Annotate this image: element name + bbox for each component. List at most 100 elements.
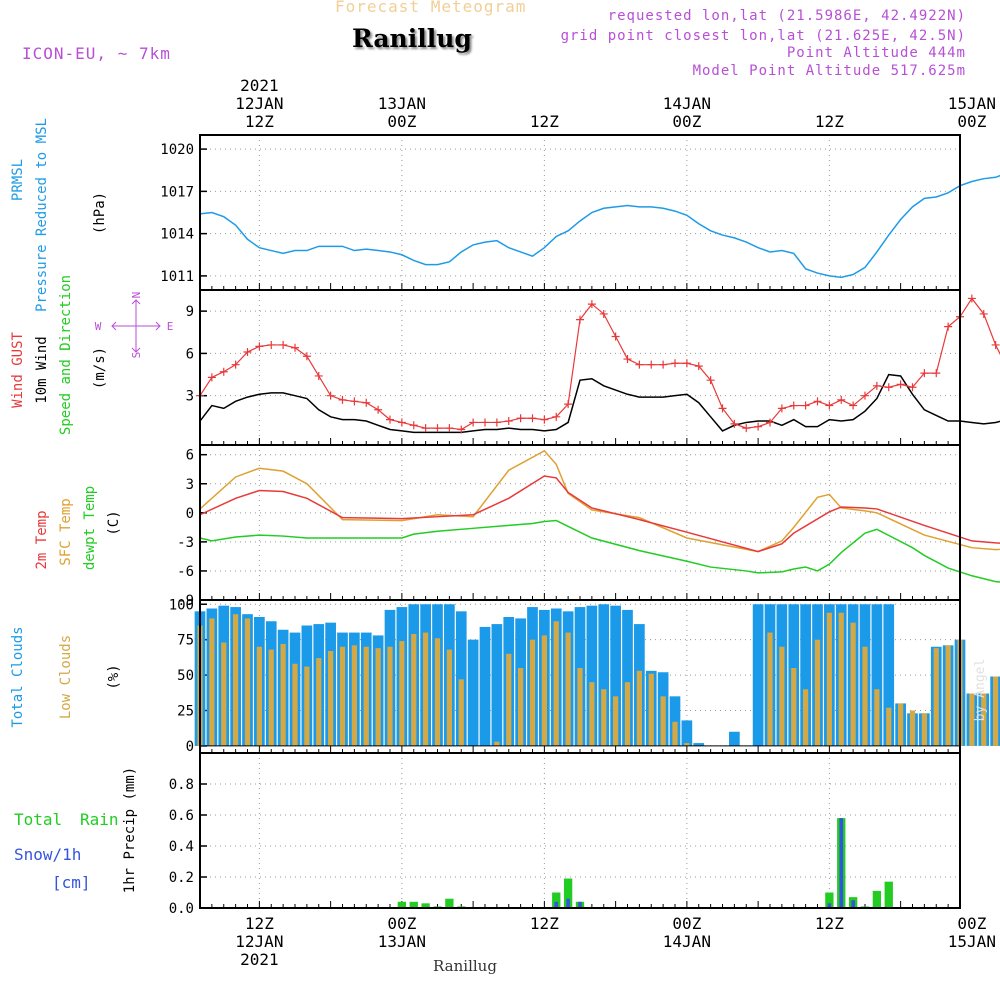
low-cloud-bar [589, 682, 595, 746]
low-cloud-bar [648, 673, 654, 746]
precip-panel-frame [199, 752, 961, 909]
top-time-label: 12Z [530, 112, 559, 131]
wind-gust-marker [837, 395, 846, 404]
wind-unit-label: (m/s) [92, 347, 108, 389]
wind-gust-marker [243, 348, 252, 356]
precip-label: 1hr Precip (mm) [122, 767, 138, 893]
temperature-ytick-label: -3 [177, 535, 194, 551]
wind-gust-marker [386, 415, 394, 424]
total-cloud-bar [729, 731, 740, 746]
bottom-time-label: 12Z [245, 914, 274, 933]
wind-gust-marker [718, 404, 727, 413]
wind-gust-marker [338, 395, 347, 404]
compass-east: E [167, 320, 174, 333]
pressure-ytick-label: 1014 [160, 227, 194, 243]
rain-bar [884, 881, 893, 908]
total-cloud-bar [871, 604, 883, 746]
total-cloud-bar [693, 743, 705, 746]
prmsl-long-label: Pressure Reduced to MSL [34, 118, 50, 312]
bottom-time-label: 15JAN [948, 932, 996, 951]
wind-gust-marker [291, 343, 299, 352]
low-cloud-bar [506, 653, 512, 746]
top-time-label: 13JAN [378, 94, 426, 113]
rain-bar [552, 892, 561, 908]
wind-gust-marker [504, 417, 513, 426]
2m-temp-line [199, 475, 1000, 553]
wind-gust-marker [861, 391, 869, 400]
wind-gust-marker [564, 400, 573, 409]
low-cloud-bar [577, 668, 583, 746]
low-cloud-bar [838, 612, 844, 746]
rain-bar [409, 901, 418, 908]
rain-bar [397, 901, 407, 908]
temperature-panel-frame [199, 444, 961, 601]
low-cloud-bar [304, 666, 310, 746]
total-cloud-bar [800, 604, 811, 746]
t2m-label: 2m Temp [34, 510, 50, 569]
low-cloud-bar [375, 648, 381, 746]
compass-west: W [95, 320, 102, 333]
credit-watermark: by Angel [973, 659, 988, 722]
rain-bar [563, 878, 573, 908]
wind-gust-marker [492, 418, 501, 427]
low-cloud-bar [233, 614, 239, 746]
top-time-label: 00Z [672, 112, 701, 131]
wind-gust-marker [920, 369, 929, 378]
wind-gust-marker [884, 383, 893, 392]
rain-bar [825, 892, 834, 908]
snow-bar [839, 818, 844, 908]
low-cloud-bar [601, 689, 607, 746]
legend-unit-label: [cm] [52, 873, 91, 892]
low-cloud-bar [684, 743, 690, 746]
bottom-time-label: 00Z [957, 914, 986, 933]
total-cloud-bar [752, 604, 764, 746]
total-cloud-bar [669, 696, 681, 746]
low-cloud-bar [636, 670, 642, 746]
bottom-time-label: 14JAN [663, 932, 711, 951]
low-cloud-bar [945, 645, 951, 746]
legend-snow-label: Snow/1h [14, 845, 81, 864]
total-cloud-bar [491, 624, 503, 746]
low-cloud-bar [280, 643, 286, 746]
wind-gust-marker [552, 412, 561, 421]
wind-gust-marker [623, 355, 632, 364]
wind-gust-marker [659, 360, 668, 369]
requested-coordinates: requested lon,lat (21.5986E, 42.4922N) [607, 8, 966, 24]
wind-gust-marker [445, 424, 454, 433]
wind-gust-marker [896, 380, 905, 389]
low-cloud-bar [518, 668, 524, 746]
snow-bar [851, 900, 855, 908]
wind-ytick-label: 6 [186, 346, 194, 362]
top-time-label: 15JAN [948, 94, 996, 113]
precip-ytick-label: 0.6 [169, 808, 194, 824]
low-cloud-bar [553, 621, 559, 746]
compass-north: N [130, 292, 143, 299]
low-cloud-bar [993, 676, 999, 746]
wind-gust-marker [872, 381, 881, 390]
rain-bar [872, 890, 882, 908]
bottom-time-label: 00Z [387, 914, 416, 933]
wind-gust-marker [979, 309, 988, 318]
total-cloud-bar [681, 720, 693, 746]
low-cloud-bar [886, 707, 892, 746]
compass-south: S [130, 352, 143, 359]
wind-gust-marker [777, 404, 786, 413]
low-cloud-bar [256, 646, 262, 746]
top-time-label: 12Z [815, 112, 844, 131]
low-cloud-bar [339, 646, 346, 746]
top-time-label: 12Z [245, 112, 274, 131]
snow-bar [554, 901, 559, 908]
low-cloud-bar [244, 618, 251, 746]
wind-gust-marker [397, 418, 406, 427]
wind-gust-marker [730, 419, 739, 428]
pressure-ytick-label: 1011 [160, 269, 194, 285]
total-cloud-bar [598, 604, 610, 746]
grid-point-coordinates: grid point closest lon,lat (21.625E, 42.… [560, 28, 966, 44]
low-cloud-bar [565, 632, 571, 746]
bottom-time-label: 12JAN [235, 932, 283, 951]
wind-gust-label: Wind GUST [10, 332, 26, 408]
low-cloud-bar [874, 689, 880, 746]
low-cloud-bar [660, 696, 666, 746]
wind-gust-marker [516, 414, 525, 423]
low-cloud-bar [351, 645, 357, 746]
